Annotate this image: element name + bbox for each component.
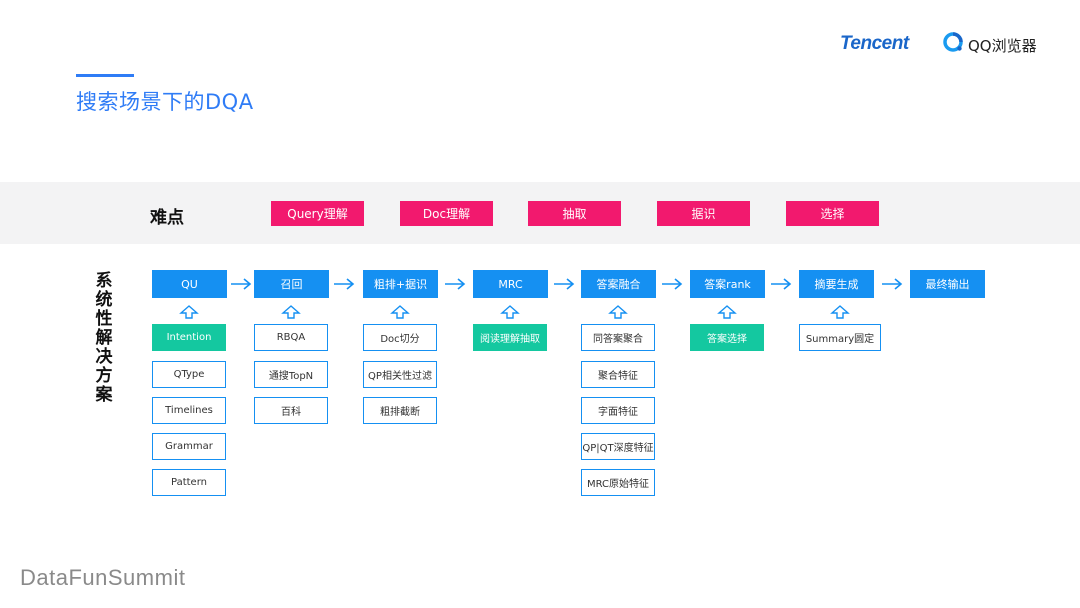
- stage-answer-fusion: 答案融合: [581, 270, 656, 298]
- sub-answer-selection: 答案选择: [690, 324, 764, 351]
- sub-summary-fixed: Summary圆定: [799, 324, 881, 351]
- sub-encyclopedia: 百科: [254, 397, 328, 424]
- right-arrow-icon: [231, 278, 252, 290]
- stage-final-output: 最终输出: [910, 270, 985, 298]
- stage-summary-generation: 摘要生成: [799, 270, 874, 298]
- right-arrow-icon: [554, 278, 575, 290]
- difficulty-doc-understanding: Doc理解: [400, 201, 493, 226]
- up-arrow-icon: [179, 305, 199, 319]
- stage-coarse-rank: 粗排+据识: [363, 270, 438, 298]
- sub-intention: Intention: [152, 324, 226, 351]
- stage-qu: QU: [152, 270, 227, 298]
- tencent-logo: Tencent: [840, 33, 909, 54]
- page-title: 搜索场景下的DQA: [76, 90, 254, 114]
- stage-mrc: MRC: [473, 270, 548, 298]
- up-arrow-icon: [830, 305, 850, 319]
- sub-rbqa: RBQA: [254, 324, 328, 351]
- sub-doc-split: Doc切分: [363, 324, 437, 351]
- up-arrow-icon: [608, 305, 628, 319]
- sub-grammar: Grammar: [152, 433, 226, 460]
- up-arrow-icon: [717, 305, 737, 319]
- right-arrow-icon: [334, 278, 355, 290]
- up-arrow-icon: [281, 305, 301, 319]
- right-arrow-icon: [662, 278, 683, 290]
- sub-aggregation-features: 聚合特征: [581, 361, 655, 388]
- difficulty-query-understanding: Query理解: [271, 201, 364, 226]
- solution-label: 系 统 性 解 决 方 案: [95, 271, 113, 405]
- difficulty-rejection: 据识: [657, 201, 750, 226]
- title-accent-bar: [76, 74, 134, 77]
- sub-mrc-raw-features: MRC原始特征: [581, 469, 655, 496]
- qq-browser-label: QQ浏览器: [968, 37, 1037, 55]
- stage-answer-rank: 答案rank: [690, 270, 765, 298]
- difficulty-selection: 选择: [786, 201, 879, 226]
- sub-pattern: Pattern: [152, 469, 226, 496]
- right-arrow-icon: [771, 278, 792, 290]
- stage-recall: 召回: [254, 270, 329, 298]
- sub-literal-features: 字面特征: [581, 397, 655, 424]
- sub-qp-relevance-filter: QP相关性过滤: [363, 361, 437, 388]
- qq-browser-logo-icon: [943, 32, 963, 52]
- sub-qtype: QType: [152, 361, 226, 388]
- sub-coarse-truncate: 粗排截断: [363, 397, 437, 424]
- up-arrow-icon: [500, 305, 520, 319]
- difficulty-extraction: 抽取: [528, 201, 621, 226]
- sub-reading-extraction: 阅读理解抽取: [473, 324, 547, 351]
- difficulty-label: 难点: [150, 208, 184, 228]
- right-arrow-icon: [882, 278, 903, 290]
- sub-same-answer-aggregation: 同答案聚合: [581, 324, 655, 351]
- sub-qp-qt-deep-features: QP|QT深度特征: [581, 433, 655, 460]
- sub-timelines: Timelines: [152, 397, 226, 424]
- sub-search-topn: 通搜TopN: [254, 361, 328, 388]
- right-arrow-icon: [445, 278, 466, 290]
- up-arrow-icon: [390, 305, 410, 319]
- footer-brand: DataFunSummit: [20, 565, 186, 590]
